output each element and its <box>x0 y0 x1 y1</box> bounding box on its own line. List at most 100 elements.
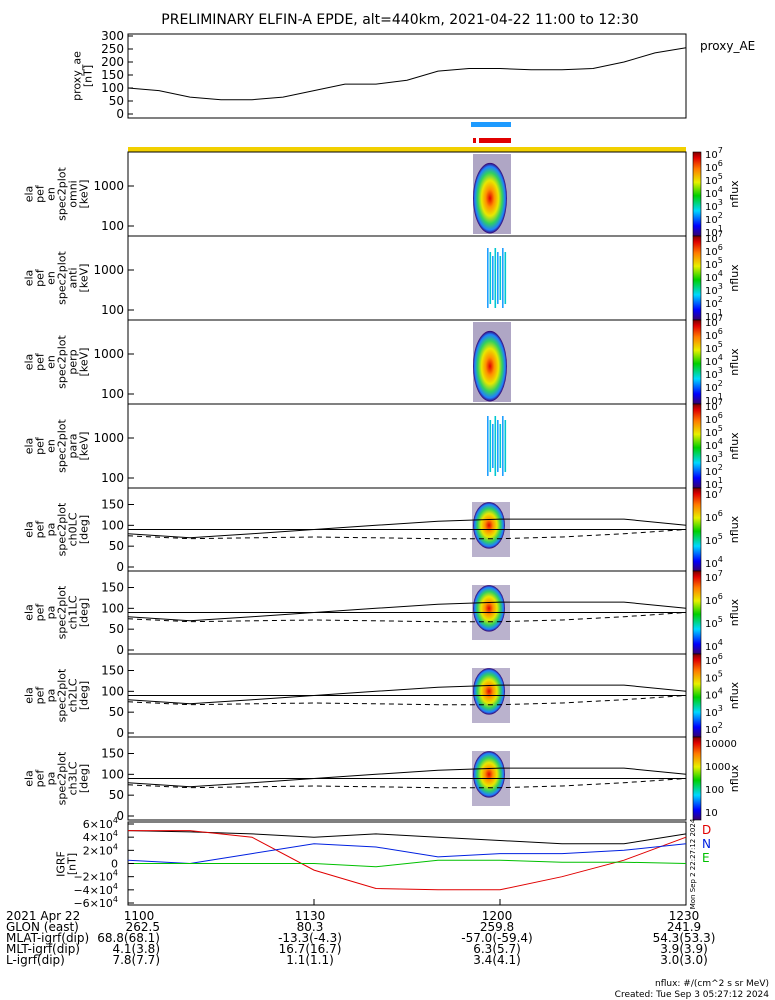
y-tick-label: 100 <box>101 471 124 485</box>
pa-intensity <box>473 668 505 715</box>
spectrogram-stripe <box>492 256 494 300</box>
y-tick-exponent: 4 <box>113 882 118 891</box>
colorbar-tick-exponent: 6 <box>718 327 723 336</box>
y-tick-label: 200 <box>101 55 124 69</box>
y-tick-label: 50 <box>109 788 124 802</box>
footer-value: 1.1(1.1) <box>286 953 334 967</box>
y-tick-label: 100 <box>101 219 124 233</box>
colorbar-label: nflux <box>728 432 741 460</box>
yellow-status-bar <box>128 147 686 152</box>
spectrogram-stripe <box>499 424 502 468</box>
colorbar-tick-label: 103 <box>705 704 723 719</box>
colorbar-tick-exponent: 4 <box>718 269 723 278</box>
panel-ylabel-line: en <box>45 271 58 285</box>
colorbar-tick-label: 100 <box>705 785 724 796</box>
colorbar-tick-exponent: 2 <box>718 721 723 730</box>
footer-value: 6.3(5.7) <box>473 942 521 956</box>
colorbar-label: nflux <box>728 681 741 709</box>
panel-ylabel-line: [deg] <box>78 515 91 544</box>
spectrogram-stripe <box>497 252 499 304</box>
footer-value: 54.3(53.3) <box>653 931 716 945</box>
colorbar-tick-exponent: 6 <box>718 652 723 661</box>
colorbar-label: nflux <box>728 264 741 292</box>
panel-ylabel-line: ela <box>23 438 36 455</box>
colorbar-tick-exponent: 6 <box>718 159 723 168</box>
y-tick-label: 100 <box>101 81 124 95</box>
y-tick-label: 150 <box>101 498 124 512</box>
panel-ylabel-line: pa <box>45 606 58 620</box>
y-tick-label: 50 <box>109 94 124 108</box>
footer-value: 3.0(3.0) <box>660 953 708 967</box>
colorbar-tick-exponent: 1 <box>718 308 723 317</box>
spectrogram-stripe <box>487 248 489 308</box>
panel-ylabel-line: para <box>67 434 80 459</box>
colorbar-tick-exponent: 6 <box>718 411 723 420</box>
y-tick-label: 50 <box>109 539 124 553</box>
colorbar-label: nflux <box>728 180 741 208</box>
anti-loss-cone-line <box>127 695 687 706</box>
y-tick-label: 0 <box>116 809 124 823</box>
footer-value: 241.9 <box>667 920 701 934</box>
footer-value: 4.1(3.8) <box>112 942 160 956</box>
y-tick-label: 150 <box>101 581 124 595</box>
footer-value: 16.7(16.7) <box>279 942 342 956</box>
red-status-bar <box>479 138 511 143</box>
y-tick-label: 100 <box>101 684 124 698</box>
panel-ylabel-line: spec2plot <box>56 335 69 389</box>
y-tick-exponent: 4 <box>113 816 118 825</box>
colorbar-tick-exponent: 2 <box>718 295 723 304</box>
colorbar-tick-exponent: 5 <box>718 256 723 265</box>
colorbar-tick-label: 106 <box>705 509 723 524</box>
colorbar-tick-label: 104 <box>705 638 723 653</box>
colorbar <box>692 235 702 321</box>
proxy-ae-ylabel: proxy_ae[nT] <box>71 51 95 101</box>
y-tick-label: 300 <box>101 29 124 43</box>
footer-value: 3.4(4.1) <box>473 953 521 967</box>
panel-ylabel-line: [keV] <box>78 348 91 377</box>
colorbar-tick-label: 104 <box>705 687 723 702</box>
y-tick-label: 250 <box>101 42 124 56</box>
y-tick-label: 1000 <box>93 431 124 445</box>
panel-ylabel-line: spec2plot <box>56 751 69 805</box>
colorbar-tick-exponent: 7 <box>718 486 723 495</box>
colorbar-tick-exponent: 5 <box>718 669 723 678</box>
panel-ylabel-line: spec2plot <box>56 668 69 722</box>
spectrogram-intensity <box>473 330 507 402</box>
y-tick-label: −2×104 <box>73 869 118 884</box>
panel-ylabel-line: pef <box>34 520 47 539</box>
panel-ylabel-line: [nT] <box>82 65 95 87</box>
anti-loss-cone-line <box>127 529 687 540</box>
panel-ylabel-line: pef <box>34 436 47 455</box>
footer-value: 7.8(7.7) <box>112 953 160 967</box>
spectrogram-stripe <box>494 248 497 308</box>
panel-ylabel-line: [deg] <box>78 681 91 710</box>
loss-cone-upper-line <box>127 601 687 622</box>
footer-row-label: GLON (east) <box>6 920 79 934</box>
panel-ylabel-line: ela <box>23 354 36 371</box>
panel-ylabel-line: spec2plot <box>56 251 69 305</box>
colorbar-tick-exponent: 4 <box>718 185 723 194</box>
colorbar-tick-exponent: 1 <box>718 392 723 401</box>
colorbar-tick-label: 10 <box>705 808 718 819</box>
colorbar-tick-label: 102 <box>705 721 723 736</box>
y-tick-label: 100 <box>101 601 124 615</box>
colorbar-label: nflux <box>728 764 741 792</box>
colorbar-tick-exponent: 7 <box>718 314 723 323</box>
colorbar-tick-label: 106 <box>705 592 723 607</box>
spectrogram-stripe <box>502 416 504 476</box>
plot-title: PRELIMINARY ELFIN-A EPDE, alt=440km, 202… <box>161 12 638 28</box>
y-tick-label: 50 <box>109 622 124 636</box>
colorbar-tick-label: 105 <box>705 615 723 630</box>
igrf-n-line <box>127 843 687 865</box>
colorbar-tick-exponent: 6 <box>718 243 723 252</box>
footer-value: 262.5 <box>126 920 160 934</box>
footer-value: 68.8(68.1) <box>97 931 160 945</box>
y-tick-label: 50 <box>109 705 124 719</box>
y-tick-label: 100 <box>101 518 124 532</box>
y-tick-label: −6×104 <box>73 895 118 910</box>
